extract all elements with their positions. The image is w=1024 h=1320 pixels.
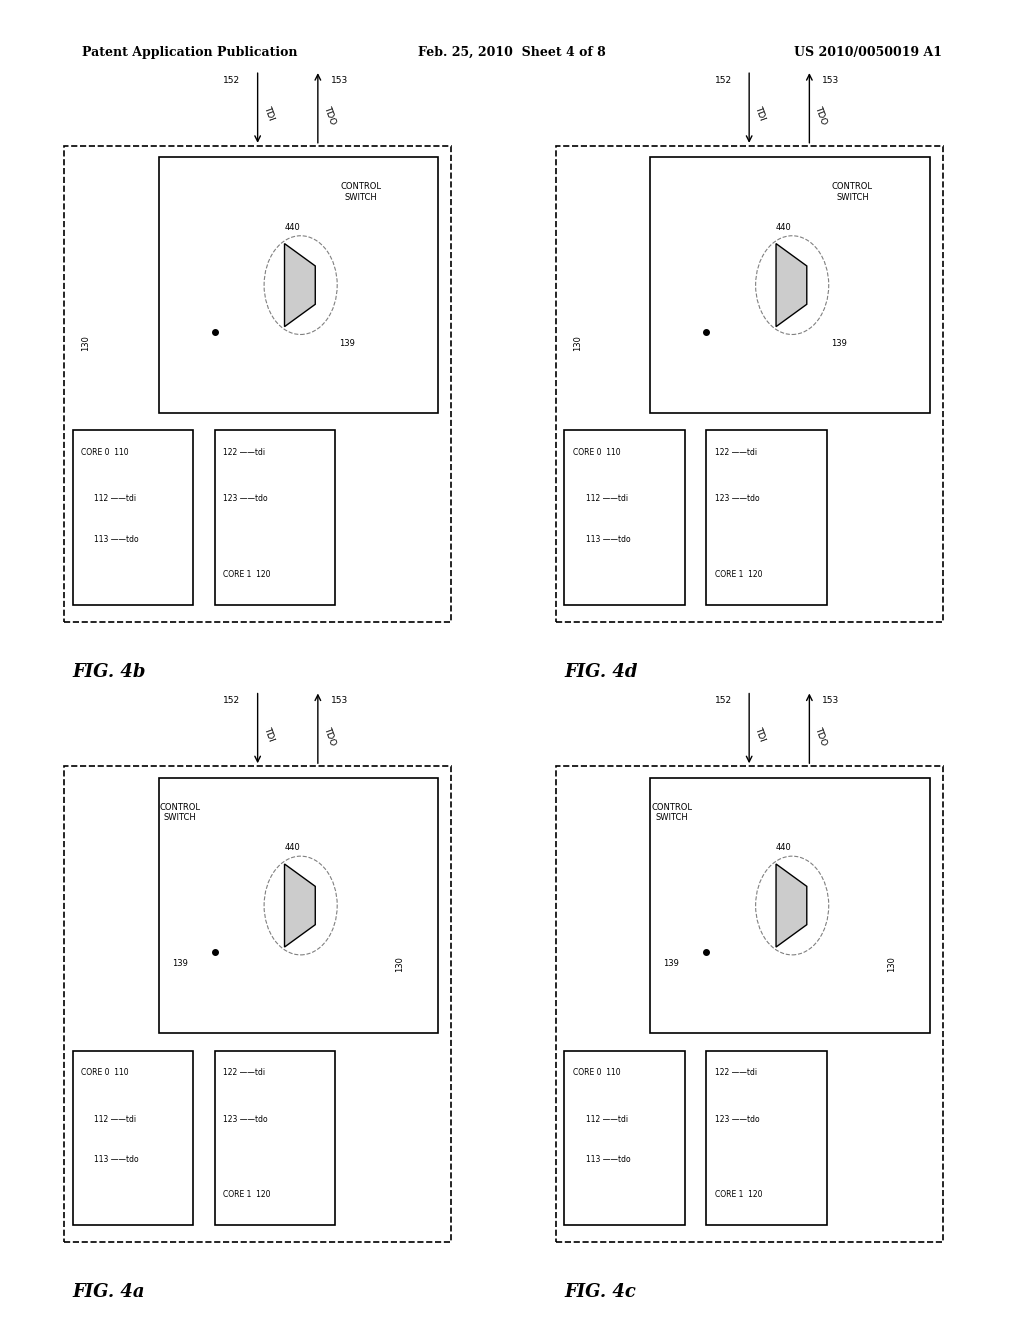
Polygon shape [776,865,807,946]
Text: US 2010/0050019 A1: US 2010/0050019 A1 [794,46,942,59]
Text: Patent Application Publication: Patent Application Publication [82,46,297,59]
Text: 440: 440 [285,223,300,232]
Text: 440: 440 [776,223,792,232]
Text: 113 ——tdo: 113 ——tdo [586,1155,631,1164]
Polygon shape [285,865,315,946]
Text: CONTROL
SWITCH: CONTROL SWITCH [160,803,201,822]
Text: TDI: TDI [262,106,275,123]
Text: 112 ——tdi: 112 ——tdi [586,1114,628,1123]
Text: 130: 130 [572,335,582,351]
Text: 153: 153 [331,77,348,84]
Text: 113 ——tdo: 113 ——tdo [94,535,139,544]
Text: 123 ——tdo: 123 ——tdo [715,494,760,503]
Text: 152: 152 [223,697,241,705]
Text: 440: 440 [285,843,300,853]
Text: 113 ——tdo: 113 ——tdo [94,1155,139,1164]
Text: 153: 153 [331,697,348,705]
Text: CORE 0  110: CORE 0 110 [572,447,621,457]
Text: 122 ——tdi: 122 ——tdi [223,447,265,457]
Text: 152: 152 [715,697,732,705]
Text: CORE 0  110: CORE 0 110 [572,1068,621,1077]
Text: 139: 139 [339,339,355,347]
Text: 130: 130 [395,956,404,972]
Text: 139: 139 [830,339,847,347]
Text: 123 ——tdo: 123 ——tdo [715,1114,760,1123]
Text: 153: 153 [822,77,840,84]
Text: 152: 152 [223,77,241,84]
Text: FIG. 4c: FIG. 4c [564,1283,636,1302]
Text: 152: 152 [715,77,732,84]
Text: TDO: TDO [814,106,828,127]
Text: 123 ——tdo: 123 ——tdo [223,494,268,503]
Text: CORE 1  120: CORE 1 120 [223,570,270,578]
Text: 130: 130 [81,335,90,351]
FancyBboxPatch shape [707,1051,826,1225]
Text: TDI: TDI [754,106,767,123]
FancyBboxPatch shape [564,430,685,605]
Text: FIG. 4d: FIG. 4d [564,663,638,681]
FancyBboxPatch shape [215,1051,335,1225]
Text: 122 ——tdi: 122 ——tdi [715,1068,757,1077]
FancyBboxPatch shape [707,430,826,605]
Polygon shape [776,244,807,326]
Text: FIG. 4b: FIG. 4b [73,663,146,681]
Text: 122 ——tdi: 122 ——tdi [223,1068,265,1077]
Text: Feb. 25, 2010  Sheet 4 of 8: Feb. 25, 2010 Sheet 4 of 8 [418,46,606,59]
Text: 123 ——tdo: 123 ——tdo [223,1114,268,1123]
FancyBboxPatch shape [73,1051,194,1225]
Text: 130: 130 [887,956,896,972]
Text: 113 ——tdo: 113 ——tdo [586,535,631,544]
Text: 139: 139 [664,960,679,968]
Text: TDI: TDI [262,726,275,743]
Text: 122 ——tdi: 122 ——tdi [715,447,757,457]
Text: CORE 0  110: CORE 0 110 [81,1068,129,1077]
Text: CONTROL
SWITCH: CONTROL SWITCH [340,182,381,202]
Text: FIG. 4a: FIG. 4a [73,1283,145,1302]
FancyBboxPatch shape [564,1051,685,1225]
Text: CORE 1  120: CORE 1 120 [715,570,762,578]
Text: 112 ——tdi: 112 ——tdi [94,1114,136,1123]
Text: TDO: TDO [814,726,828,747]
FancyBboxPatch shape [215,430,335,605]
Text: CORE 1  120: CORE 1 120 [223,1191,270,1199]
Polygon shape [285,244,315,326]
Text: CORE 0  110: CORE 0 110 [81,447,129,457]
FancyBboxPatch shape [73,430,194,605]
Text: TDI: TDI [754,726,767,743]
Text: TDO: TDO [323,106,337,127]
Text: CONTROL
SWITCH: CONTROL SWITCH [831,182,872,202]
Text: CORE 1  120: CORE 1 120 [715,1191,762,1199]
Text: 139: 139 [172,960,187,968]
Text: TDO: TDO [323,726,337,747]
Text: 112 ——tdi: 112 ——tdi [94,494,136,503]
Text: CONTROL
SWITCH: CONTROL SWITCH [651,803,692,822]
Text: 112 ——tdi: 112 ——tdi [586,494,628,503]
Text: 440: 440 [776,843,792,853]
Text: 153: 153 [822,697,840,705]
